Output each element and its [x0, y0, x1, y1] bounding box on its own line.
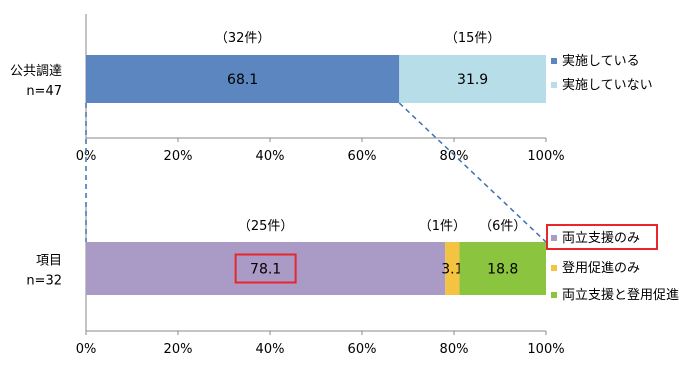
bar-segment — [399, 55, 546, 103]
bar-segment — [445, 242, 460, 295]
count-label: （6件） — [479, 219, 526, 234]
category-n-label: n=32 — [26, 274, 62, 289]
count-label: （1件） — [419, 219, 466, 234]
x-tick-label: 0% — [76, 342, 97, 357]
legend-label: 両立支援と登用促進 — [562, 288, 679, 303]
bar-segment — [86, 55, 400, 103]
legend-highlight-box — [546, 224, 658, 250]
count-label: （25件） — [238, 219, 294, 234]
bar-value-label: 68.1 — [227, 72, 258, 88]
count-label: （32件） — [215, 31, 271, 46]
x-tick-label: 40% — [256, 149, 285, 164]
highlight-box — [234, 253, 297, 284]
legend-swatch — [551, 265, 557, 271]
legend-swatch — [551, 235, 557, 241]
x-tick-label: 60% — [348, 342, 377, 357]
x-tick-label: 20% — [164, 149, 193, 164]
x-tick-label: 100% — [527, 342, 564, 357]
bar-value-label: 78.1 — [250, 262, 281, 278]
x-tick-label: 80% — [440, 342, 469, 357]
bar-value-label: 31.9 — [457, 72, 488, 88]
x-tick-label: 60% — [348, 149, 377, 164]
category-n-label: n=47 — [26, 84, 62, 99]
x-tick-label: 0% — [76, 149, 97, 164]
bar-segment — [86, 242, 446, 295]
x-tick-label: 40% — [256, 342, 285, 357]
x-tick-label: 100% — [527, 149, 564, 164]
x-tick-label: 80% — [440, 149, 469, 164]
category-label: 公共調達 — [10, 64, 62, 79]
legend-label: 実施している — [562, 53, 640, 69]
bar-segment — [459, 242, 546, 295]
bar-value-label: 18.8 — [487, 262, 518, 278]
legend-label: 実施していない — [562, 77, 653, 93]
legend-swatch — [551, 58, 557, 64]
bar-value-label: 3.1 — [441, 262, 463, 278]
legend-label: 両立支援のみ — [562, 231, 640, 246]
x-tick-label: 20% — [164, 342, 193, 357]
legend-swatch — [551, 82, 557, 88]
legend-swatch — [551, 292, 557, 298]
legend-label: 登用促進のみ — [562, 261, 640, 276]
count-label: （15件） — [445, 31, 501, 46]
connector-line-right — [398, 102, 547, 243]
category-label: 項目 — [36, 254, 62, 269]
